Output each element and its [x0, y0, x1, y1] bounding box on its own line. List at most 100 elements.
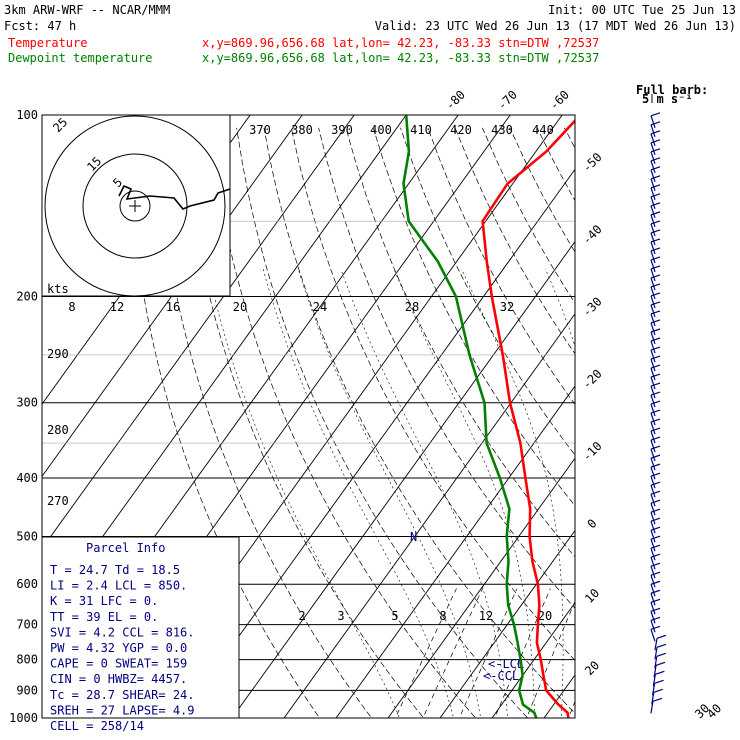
wind-barb-flag [650, 481, 661, 486]
dry-adiabat [318, 127, 575, 609]
level-annotation: <-CCL [483, 669, 519, 683]
dry-adiabat [208, 127, 477, 718]
level-annotation: N [410, 530, 417, 544]
wind-barb [650, 133, 656, 146]
temperature-profile [481, 118, 575, 718]
wind-barb-flag [650, 139, 661, 144]
mixing-ratio-label: 5 [391, 609, 398, 623]
wind-barb-flag [650, 184, 661, 189]
wind-barb-flag [650, 463, 661, 468]
dry-adiabat [345, 127, 575, 558]
wind-barb [650, 548, 656, 561]
wind-barb [650, 151, 656, 165]
parcel-info-row: CAPE = 0 SWEAT= 159 [50, 657, 187, 671]
wind-barb [650, 530, 656, 543]
parcel-info-row: CIN = 0 HWBZ= 4457. [50, 672, 187, 686]
pressure-tick-label: 300 [16, 396, 38, 410]
wind-barb-flag [650, 382, 661, 387]
isotherm-line [231, 240, 575, 718]
wind-barb-flag [650, 265, 661, 270]
wind-barb [650, 304, 656, 318]
wind-barb-flag [650, 220, 661, 225]
wind-barb-flag [655, 661, 666, 666]
wind-barb-flag [650, 112, 661, 117]
wind-barb [650, 169, 656, 183]
wind-barb-flag [650, 427, 661, 432]
wind-barb [650, 367, 656, 381]
wind-barb-flag [650, 490, 661, 495]
wind-barb-flag [650, 202, 661, 207]
wind-barb [650, 403, 656, 417]
wind-barb-flag [650, 175, 661, 180]
dry-adiabat [263, 127, 575, 714]
mixing-ratio-label: 8 [68, 300, 75, 314]
mixing-ratio-line [458, 588, 518, 718]
isotherm-label: 40 [704, 701, 724, 721]
isotherm-line [179, 168, 575, 718]
wind-barb-flag [650, 364, 661, 369]
wind-barb [650, 115, 656, 128]
mixing-ratio-label: 28 [405, 300, 419, 314]
dewpoint-info: x,y=869.96,656.68 lat,lon= 42.23, -83.33… [202, 51, 599, 65]
mixing-ratio-label: 3 [337, 609, 344, 623]
wind-barb-flag [650, 247, 661, 252]
moist-adiabat [207, 268, 400, 718]
mixing-ratio-line [568, 700, 575, 718]
wind-barb [650, 701, 654, 714]
wind-barb-flag [650, 544, 661, 549]
mixing-ratio-label: 12 [479, 609, 493, 623]
wind-barb [650, 160, 656, 174]
wind-barb [650, 331, 656, 345]
theta-label: 390 [331, 123, 353, 137]
wind-barb-flag [652, 697, 663, 702]
wind-barb-flag [650, 292, 661, 297]
mixing-ratio-label: 8 [439, 609, 446, 623]
wind-barb [650, 358, 656, 372]
wind-barb [650, 412, 656, 426]
isotherm-line [543, 674, 575, 718]
isotherm-label: 0 [585, 516, 600, 531]
isotherm-line [42, 115, 303, 478]
pressure-tick-label: 400 [16, 471, 38, 485]
moist-adiabat [613, 269, 647, 731]
wind-barb [650, 142, 656, 155]
dry-adiabat [701, 128, 740, 731]
wind-barb-flag [650, 562, 661, 567]
wind-barb [650, 584, 656, 597]
parcel-info-row: LI = 2.4 LCL = 850. [50, 579, 187, 593]
isotherm-label: -10 [580, 439, 605, 464]
wind-barb [650, 376, 656, 390]
hodograph-ring [119, 190, 151, 222]
mixing-ratio-label: 20 [233, 300, 247, 314]
wind-barb-flag [650, 625, 661, 630]
isotherm-label: 20 [582, 658, 602, 678]
isotherm-line [691, 102, 740, 731]
theta-label: 420 [450, 123, 472, 137]
theta-label: 270 [47, 494, 69, 508]
wind-barb-flag [650, 409, 661, 414]
wind-barb [650, 223, 656, 237]
wind-barb-flag [650, 328, 661, 333]
wind-barb [650, 629, 656, 642]
wind-barb-flag [650, 580, 661, 585]
wind-barb-flag [650, 526, 661, 531]
wind-barb-flag [650, 454, 661, 459]
wind-barb-flag [650, 229, 661, 234]
wind-barb [651, 692, 655, 705]
wind-barb-flag [650, 373, 661, 378]
temperature-info: x,y=869.96,656.68 lat,lon= 42.23, -83.33… [202, 36, 599, 50]
wind-barb-flag [650, 256, 661, 261]
wind-barb [650, 250, 656, 264]
wind-barb-flag [656, 652, 667, 657]
isotherm-label: -80 [443, 88, 468, 113]
wind-barb-flag [650, 517, 661, 522]
wind-barb-flag [650, 238, 661, 243]
pressure-tick-label: 100 [16, 108, 38, 122]
parcel-info-row: CELL = 258/14 [50, 719, 144, 733]
moist-adiabat [393, 268, 535, 718]
isotherm-label: -70 [495, 88, 520, 113]
wind-barb [650, 394, 656, 408]
wind-barb [650, 430, 656, 444]
parcel-info-row: TT = 39 EL = 0. [50, 610, 158, 624]
dry-adiabat [181, 127, 425, 718]
